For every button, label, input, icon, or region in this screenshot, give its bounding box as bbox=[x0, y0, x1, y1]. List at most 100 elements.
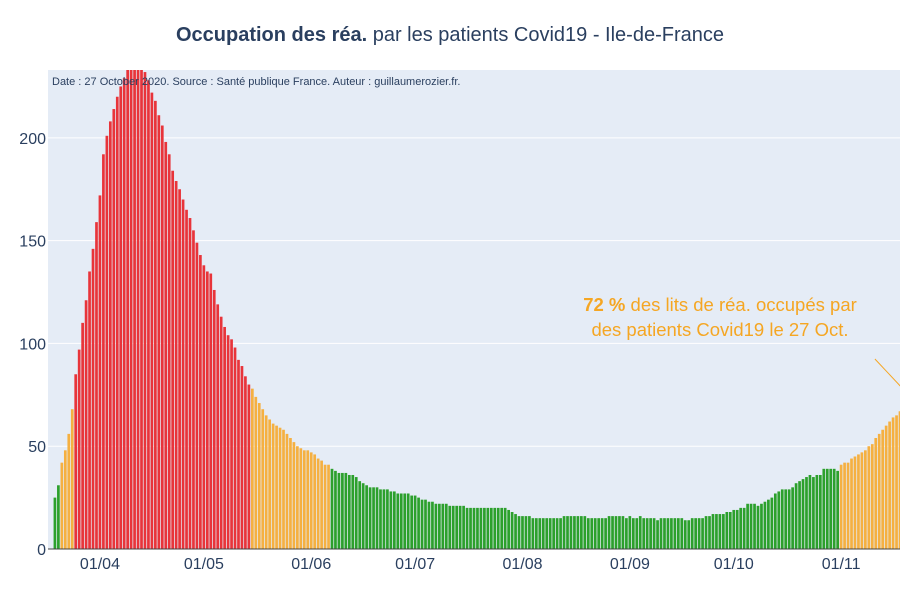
bar bbox=[870, 444, 874, 549]
bar bbox=[233, 347, 237, 549]
bar bbox=[812, 477, 815, 549]
bar bbox=[521, 516, 524, 549]
bar bbox=[843, 462, 846, 549]
bar bbox=[420, 499, 424, 549]
bar bbox=[694, 518, 698, 549]
bar bbox=[413, 495, 417, 549]
bar bbox=[524, 516, 528, 549]
bar bbox=[202, 265, 206, 549]
bar bbox=[832, 468, 836, 549]
bar bbox=[129, 70, 133, 549]
bar bbox=[753, 503, 756, 549]
bar bbox=[178, 189, 181, 550]
bar bbox=[126, 70, 130, 549]
bar bbox=[642, 518, 646, 549]
bar bbox=[219, 316, 223, 549]
bar bbox=[884, 425, 888, 549]
bar bbox=[147, 80, 150, 549]
bar bbox=[247, 384, 251, 549]
bar bbox=[205, 271, 209, 549]
bar bbox=[659, 518, 663, 549]
bar bbox=[614, 516, 618, 549]
chart-title: Occupation des réa. par les patients Cov… bbox=[0, 24, 900, 47]
bar bbox=[60, 462, 64, 549]
bar bbox=[417, 497, 420, 549]
bar bbox=[192, 230, 195, 549]
x-tick-label: 01/05 bbox=[184, 556, 224, 573]
bar bbox=[261, 409, 265, 549]
bar bbox=[722, 514, 725, 549]
bar bbox=[254, 396, 258, 549]
bar bbox=[278, 427, 282, 549]
bar bbox=[794, 483, 798, 549]
bar bbox=[770, 497, 774, 549]
bar bbox=[237, 359, 240, 549]
bar bbox=[680, 518, 684, 549]
bar bbox=[160, 125, 164, 549]
bar bbox=[282, 429, 285, 549]
bar bbox=[74, 374, 78, 549]
bar bbox=[368, 487, 372, 549]
bar bbox=[628, 516, 632, 549]
bar bbox=[209, 273, 213, 549]
annotation-value: 72 % bbox=[583, 294, 626, 315]
bar bbox=[164, 141, 168, 549]
bar bbox=[136, 70, 140, 549]
bar bbox=[715, 514, 718, 549]
bar bbox=[891, 417, 895, 549]
bar bbox=[223, 326, 226, 549]
bar bbox=[84, 300, 88, 549]
bar bbox=[157, 115, 161, 549]
bar bbox=[289, 437, 292, 549]
bar bbox=[53, 497, 57, 549]
bar bbox=[503, 507, 507, 549]
bar bbox=[91, 248, 95, 549]
bar bbox=[611, 516, 614, 549]
annotation-line-1-text: des lits de réa. occupés par bbox=[625, 294, 857, 315]
bar bbox=[472, 507, 476, 549]
bar bbox=[867, 446, 871, 549]
bar bbox=[313, 454, 317, 549]
bar bbox=[583, 516, 587, 549]
bar bbox=[732, 509, 736, 549]
bar bbox=[555, 518, 559, 549]
bar bbox=[476, 507, 479, 549]
bar bbox=[839, 464, 843, 549]
bar bbox=[666, 518, 670, 549]
bar bbox=[580, 516, 583, 549]
bar bbox=[805, 477, 808, 549]
bar bbox=[240, 366, 244, 549]
bar bbox=[327, 464, 330, 549]
bar bbox=[451, 505, 455, 549]
bar bbox=[701, 518, 704, 549]
bar bbox=[825, 468, 829, 549]
bar bbox=[140, 70, 143, 549]
bar bbox=[98, 195, 102, 549]
bar bbox=[57, 485, 60, 549]
bar bbox=[167, 154, 171, 550]
bar bbox=[895, 415, 898, 549]
bar bbox=[334, 470, 337, 549]
bar bbox=[881, 429, 885, 549]
bar bbox=[424, 499, 427, 549]
bar bbox=[708, 516, 711, 549]
x-axis: 01/04 01/05 01/06 01/07 01/08 01/09 01/10 01/11 bbox=[80, 556, 861, 573]
bar bbox=[226, 335, 230, 549]
bar bbox=[559, 518, 562, 549]
bar bbox=[652, 518, 656, 549]
bar bbox=[372, 487, 375, 549]
bar bbox=[133, 70, 136, 549]
bar bbox=[302, 450, 306, 549]
annotation-line-1: 72 % des lits de réa. occupés par bbox=[540, 292, 900, 317]
bar bbox=[486, 507, 490, 549]
bar bbox=[88, 271, 91, 549]
bar bbox=[271, 423, 275, 549]
y-tick-label: 0 bbox=[37, 542, 46, 559]
bar bbox=[690, 518, 694, 549]
bar bbox=[77, 349, 81, 549]
bar bbox=[798, 481, 801, 549]
bar bbox=[562, 516, 566, 549]
bar bbox=[483, 507, 486, 549]
bar bbox=[801, 479, 805, 549]
